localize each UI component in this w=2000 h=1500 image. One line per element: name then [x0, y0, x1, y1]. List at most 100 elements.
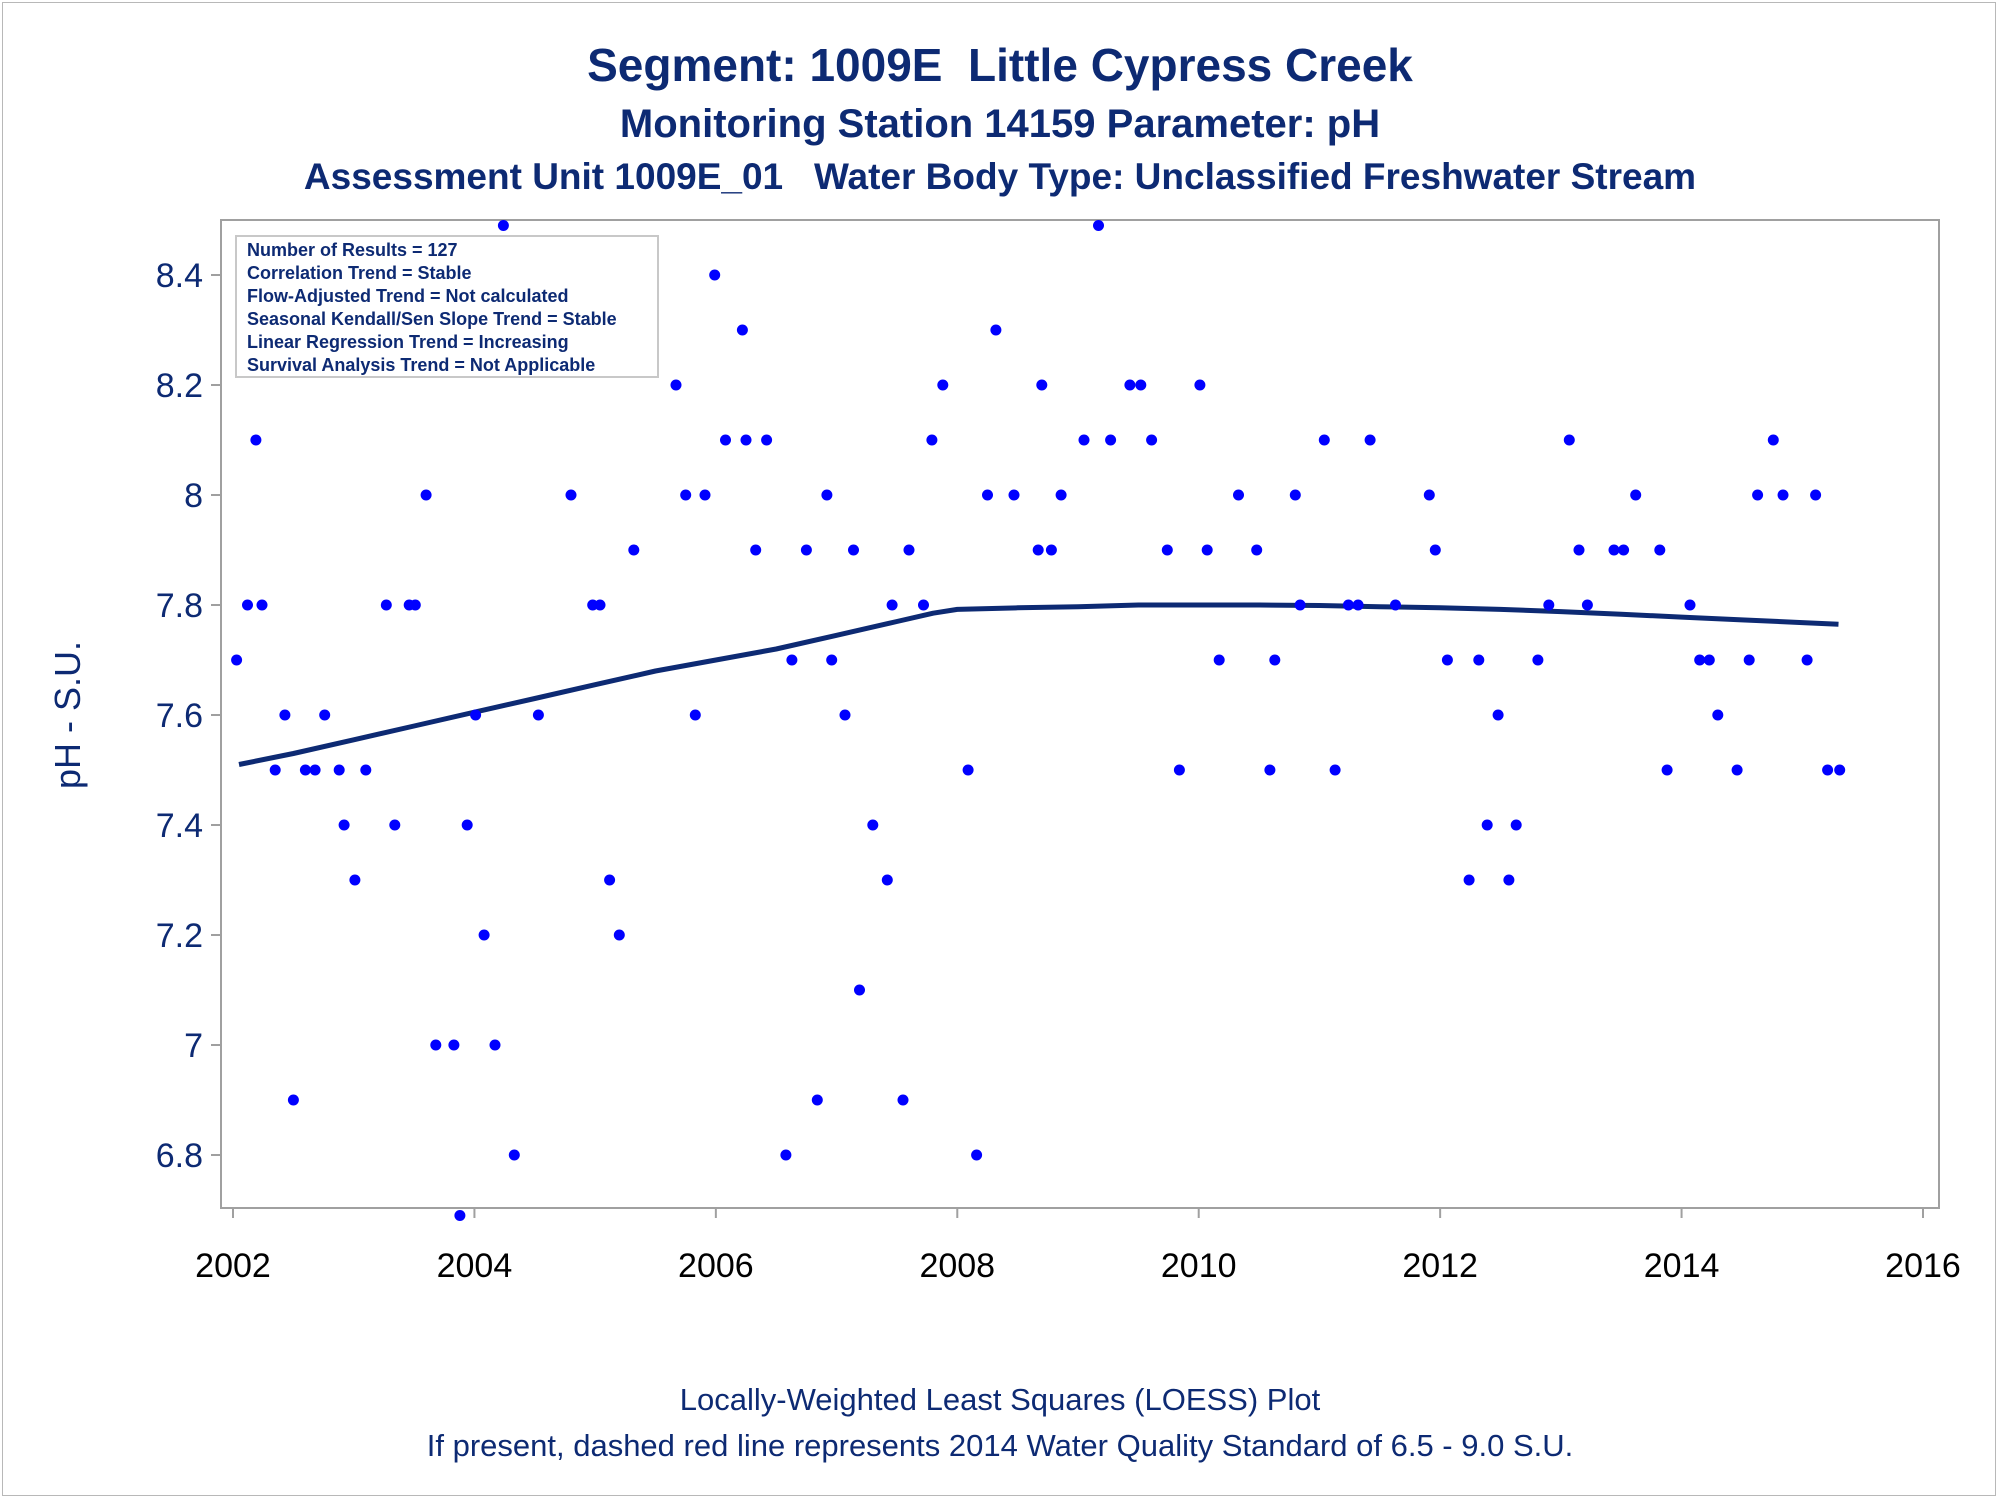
data-point [926, 434, 938, 446]
trend-statistics-box: Number of Results = 127 Correlation Trend… [235, 235, 659, 378]
data-point [1801, 654, 1813, 666]
data-point [613, 929, 625, 941]
data-point [1423, 489, 1435, 501]
data-point [897, 1094, 909, 1106]
data-point [1573, 544, 1585, 556]
loess-line [238, 602, 1839, 767]
data-point [1654, 544, 1666, 556]
data-point [242, 599, 253, 611]
data-point [1767, 434, 1779, 446]
data-point [594, 599, 606, 611]
data-point [1712, 709, 1724, 721]
data-point [628, 544, 640, 556]
data-point [309, 764, 321, 776]
x-tick-label: 2004 [437, 1247, 513, 1285]
data-point [1201, 544, 1213, 556]
data-point [1194, 379, 1206, 391]
data-point [1213, 654, 1225, 666]
y-axis: 6.8 7 7.2 7.4 7.6 7.8 8 8.2 8.4 [156, 257, 221, 1175]
data-point [903, 544, 915, 556]
data-point [1492, 709, 1504, 721]
y-tick-label: 7.2 [156, 917, 203, 955]
data-point [1329, 764, 1341, 776]
data-point [709, 269, 721, 281]
data-point [937, 379, 949, 391]
data-point [497, 220, 509, 231]
data-point [1810, 489, 1822, 501]
data-point [1510, 819, 1522, 831]
chart-title: Segment: 1009E Little Cypress Creek [587, 39, 1413, 91]
data-point [848, 544, 859, 556]
loess-curve [238, 602, 1839, 767]
data-point [670, 379, 682, 391]
data-point [1045, 544, 1057, 556]
data-point [1608, 544, 1620, 556]
y-tick-label: 7.4 [156, 807, 203, 845]
data-point [231, 654, 243, 666]
data-point [990, 324, 1002, 336]
data-point [269, 764, 281, 776]
x-tick-label: 2014 [1644, 1247, 1720, 1285]
x-tick-label: 2008 [919, 1247, 995, 1285]
data-point [1318, 434, 1330, 446]
data-point [1703, 654, 1715, 666]
data-point [1743, 654, 1755, 666]
data-point [1731, 764, 1743, 776]
data-point [1503, 874, 1515, 886]
data-point [319, 709, 331, 721]
stats-line: Correlation Trend = Stable [247, 263, 472, 283]
footnote-standard: If present, dashed red line represents 2… [426, 1428, 1574, 1463]
data-point [1032, 544, 1044, 556]
data-point [854, 984, 865, 996]
data-point [478, 929, 490, 941]
data-point [1264, 764, 1276, 776]
data-point [1251, 544, 1263, 556]
data-point [750, 544, 762, 556]
data-point [287, 1094, 299, 1106]
data-point [420, 489, 432, 501]
data-point [279, 709, 291, 721]
data-point [1105, 434, 1117, 446]
data-point [720, 434, 731, 446]
data-point [886, 599, 898, 611]
data-point [1078, 434, 1090, 446]
stats-line: Seasonal Kendall/Sen Slope Trend = Stabl… [247, 309, 617, 329]
data-point [1342, 599, 1354, 611]
data-point [1161, 544, 1173, 556]
data-point [1563, 434, 1575, 446]
data-point [349, 874, 361, 886]
data-point [780, 1149, 792, 1161]
x-axis: 2002 2004 2006 2008 2010 2012 2014 2016 [195, 1208, 1961, 1285]
data-point [565, 489, 577, 501]
x-tick-label: 2002 [195, 1247, 271, 1285]
data-point [1532, 654, 1544, 666]
data-point [532, 709, 544, 721]
stats-box-frame [235, 235, 659, 378]
data-point [1093, 220, 1104, 231]
data-point [699, 489, 711, 501]
data-point [1390, 599, 1401, 611]
data-point [470, 709, 482, 721]
data-point [740, 434, 752, 446]
data-point [1777, 489, 1789, 501]
data-point [1173, 764, 1185, 776]
data-point [971, 1149, 983, 1161]
y-tick-label: 6.8 [156, 1137, 203, 1175]
data-point [409, 599, 421, 611]
data-point [256, 599, 268, 611]
x-tick-label: 2010 [1161, 1247, 1237, 1285]
data-point [689, 709, 701, 721]
data-point [811, 1094, 823, 1106]
data-point [604, 874, 616, 886]
data-point [1822, 764, 1834, 776]
data-point [1473, 654, 1485, 666]
data-point [1124, 379, 1136, 391]
data-point [1441, 654, 1453, 666]
y-tick-label: 7 [184, 1027, 203, 1065]
y-tick-label: 7.8 [156, 587, 203, 625]
data-point [338, 819, 350, 831]
data-point [982, 489, 993, 501]
footnote-loess: Locally-Weighted Least Squares (LOESS) P… [679, 1382, 1321, 1417]
